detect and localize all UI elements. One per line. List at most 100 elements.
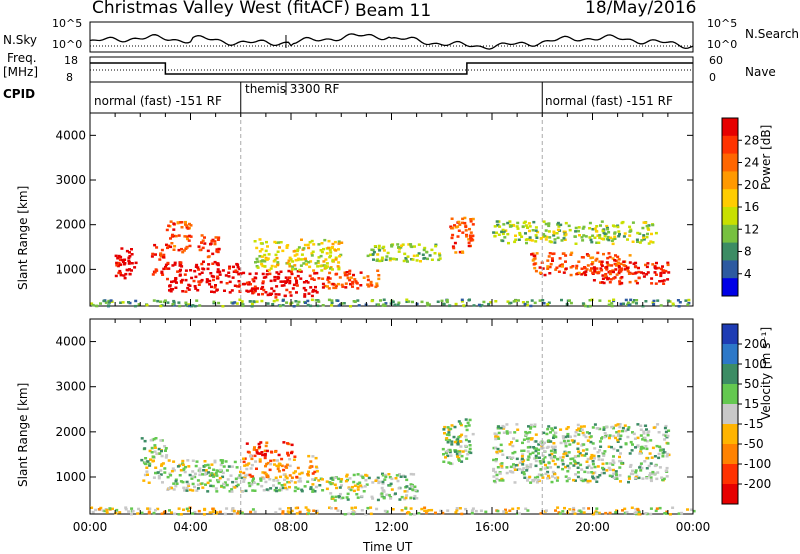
velocity-data-cell: [391, 508, 395, 511]
velocity-data-cell: [515, 457, 519, 461]
power-data-cell: [197, 245, 201, 248]
power-data-cell: [420, 300, 424, 304]
power-data-cell: [337, 282, 340, 286]
velocity-data-cell: [607, 445, 611, 448]
velocity-data-cell: [618, 437, 622, 441]
velocity-data-cell: [204, 483, 207, 486]
velocity-data-cell: [658, 506, 662, 510]
velocity-data-cell: [442, 428, 446, 431]
power-data-cell: [334, 256, 338, 259]
velocity-data-cell: [565, 427, 569, 431]
power-data-cell: [538, 271, 542, 275]
power-data-cell: [370, 284, 374, 287]
power-data-cell: [276, 263, 279, 267]
power-data-cell: [312, 278, 316, 281]
velocity-data-cell: [549, 449, 553, 453]
power-data-cell: [425, 301, 429, 305]
velocity-data-cell: [556, 476, 560, 479]
velocity-data-cell: [552, 442, 556, 445]
nave-bottom-tick: 0: [709, 71, 716, 84]
power-data-cell: [581, 239, 585, 242]
power-data-cell: [567, 224, 571, 228]
power-data-cell: [122, 274, 126, 277]
power-data-cell: [562, 271, 566, 274]
power-data-cell: [607, 303, 611, 306]
power-data-cell: [310, 239, 314, 243]
power-data-cell: [200, 262, 204, 266]
freq-bottom-tick: 8: [66, 71, 73, 84]
power-data-cell: [327, 298, 331, 302]
power-data-cell: [269, 267, 273, 270]
power-data-cell: [461, 231, 465, 234]
velocity-data-cell: [282, 473, 286, 476]
power-data-cell: [302, 286, 306, 290]
velocity-data-cell: [274, 450, 277, 453]
velocity-data-cell: [288, 457, 292, 461]
power-data-cell: [292, 283, 296, 287]
power-data-cell: [253, 285, 257, 288]
velocity-data-cell: [492, 467, 496, 471]
power-data-cell: [331, 282, 335, 286]
velocity-data-cell: [363, 485, 367, 488]
velocity-data-cell: [338, 492, 342, 496]
velocity-data-cell: [445, 437, 449, 440]
velocity-data-cell: [160, 454, 164, 458]
power-data-cell: [356, 299, 360, 302]
velocity-data-cell: [508, 431, 512, 434]
power-data-cell: [404, 258, 408, 262]
velocity-data-cell: [249, 467, 253, 470]
power-data-cell: [548, 240, 552, 243]
power-data-cell: [650, 277, 654, 280]
power-data-cell: [258, 255, 262, 258]
x-tick-label: 20:00: [575, 520, 610, 534]
velocity-data-cell: [242, 460, 246, 464]
velocity-data-cell: [225, 507, 229, 510]
velocity-data-cell: [534, 447, 538, 450]
power-data-cell: [469, 239, 473, 242]
power-data-cell: [321, 304, 325, 307]
velocity-data-cell: [375, 507, 379, 511]
velocity-data-cell: [614, 511, 618, 514]
power-data-cell: [651, 241, 655, 244]
power-data-cell: [613, 259, 617, 262]
power-colorbar-swatch: [722, 153, 738, 172]
velocity-data-cell: [546, 445, 550, 449]
power-data-cell: [160, 248, 164, 252]
velocity-data-cell: [352, 473, 356, 477]
velocity-data-cell: [187, 484, 191, 487]
velocity-data-cell: [576, 471, 580, 474]
power-data-cell: [216, 277, 220, 280]
velocity-data-cell: [615, 473, 618, 477]
power-data-cell: [600, 220, 604, 223]
power-data-cell: [248, 300, 252, 303]
velocity-data-cell: [531, 451, 535, 455]
power-data-cell: [480, 304, 484, 307]
power-data-cell: [543, 234, 547, 238]
velocity-data-cell: [563, 441, 567, 445]
velocity-data-cell: [163, 467, 167, 470]
velocity-data-cell: [665, 510, 669, 514]
velocity-data-cell: [367, 476, 371, 480]
power-data-cell: [546, 265, 550, 268]
velocity-data-cell: [587, 507, 591, 510]
velocity-data-cell: [381, 482, 385, 485]
power-data-cell: [373, 245, 377, 248]
velocity-data-cell: [272, 479, 276, 482]
power-data-cell: [167, 244, 171, 248]
velocity-data-cell: [376, 476, 380, 480]
velocity-data-cell: [602, 471, 606, 475]
power-data-cell: [256, 266, 260, 269]
power-data-cell: [468, 227, 471, 231]
power-data-cell: [290, 272, 294, 276]
y-tick-label: 1000: [55, 262, 86, 276]
velocity-data-cell: [398, 473, 401, 476]
power-data-cell: [130, 269, 133, 272]
velocity-data-cell: [553, 456, 557, 459]
velocity-data-cell: [559, 428, 563, 431]
power-data-cell: [314, 299, 318, 302]
velocity-data-cell: [311, 490, 315, 493]
velocity-data-cell: [545, 466, 549, 469]
velocity-data-cell: [505, 466, 509, 469]
power-data-cell: [517, 238, 521, 241]
power-data-cell: [687, 301, 691, 305]
